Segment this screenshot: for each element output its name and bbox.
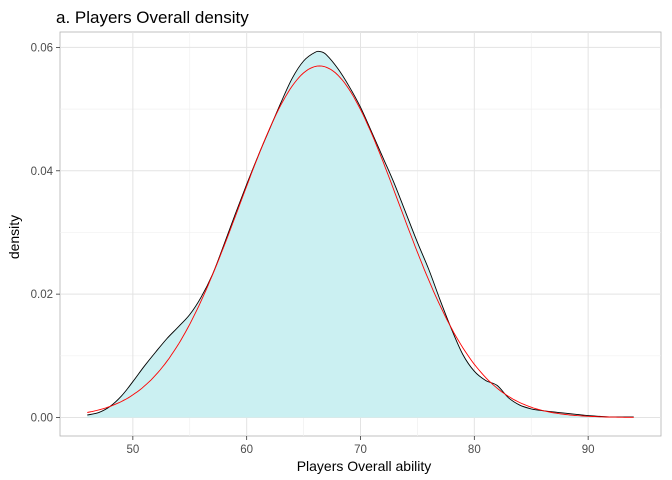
density-area-fill — [87, 51, 634, 418]
y-axis-title: density — [6, 215, 22, 259]
y-axis: 0.00 0.02 0.04 0.06 — [31, 42, 60, 424]
density-area-layer — [87, 51, 634, 418]
y-tick-label: 0.04 — [31, 166, 54, 178]
x-tick-label: 50 — [126, 444, 139, 456]
y-tick-label: 0.02 — [31, 289, 53, 301]
x-axis: 50 60 70 80 90 — [126, 436, 595, 456]
line-layer — [87, 50, 634, 418]
y-tick-label: 0.00 — [31, 412, 53, 424]
x-tick-label: 90 — [582, 444, 595, 456]
x-tick-label: 60 — [240, 444, 253, 456]
x-tick-label: 80 — [468, 444, 481, 456]
x-tick-label: 70 — [354, 444, 367, 456]
normal-fit-line — [87, 65, 634, 418]
x-axis-title: Players Overall ability — [297, 458, 432, 474]
y-tick-label: 0.06 — [31, 42, 53, 54]
chart-title: a. Players Overall density — [56, 8, 249, 27]
